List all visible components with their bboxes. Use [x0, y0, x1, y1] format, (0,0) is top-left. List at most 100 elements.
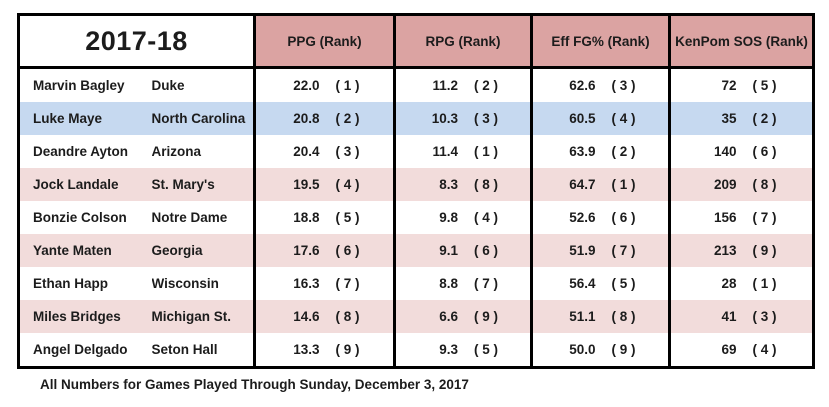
sos-rank: ( 4 ) [752, 342, 777, 357]
sos-value: 140 [713, 144, 737, 159]
ppg-value: 22.0 [293, 78, 320, 93]
ppg-rank: ( 5 ) [335, 210, 360, 225]
efffg-rank: ( 8 ) [611, 309, 636, 324]
efffg-cell: 51.1 ( 8 ) [530, 300, 670, 333]
kenpom-sos-cell: 35 ( 2 ) [668, 102, 814, 135]
efffg-rank: ( 5 ) [611, 276, 636, 291]
rpg-value: 11.2 [432, 78, 458, 93]
efffg-rank: ( 7 ) [611, 243, 636, 258]
sos-rank: ( 1 ) [752, 276, 777, 291]
stats-table: 2017-18 PPG (Rank) RPG (Rank) Eff FG% (R… [17, 13, 815, 369]
player-name-cell: Angel Delgado [18, 333, 152, 368]
rpg-rank: ( 1 ) [474, 144, 499, 159]
efffg-cell: 56.4 ( 5 ) [530, 267, 670, 300]
efffg-value: 50.0 [569, 342, 596, 357]
column-header-ppg: PPG (Rank) [253, 14, 395, 69]
player-name-cell: Miles Bridges [18, 300, 152, 333]
ppg-cell: 20.4 ( 3 ) [253, 135, 395, 168]
ppg-value: 16.3 [293, 276, 320, 291]
efffg-cell: 62.6 ( 3 ) [530, 67, 670, 102]
efffg-rank: ( 6 ) [611, 210, 636, 225]
sos-value: 72 [721, 78, 737, 93]
rpg-rank: ( 5 ) [474, 342, 499, 357]
season-title: 2017-18 [18, 14, 255, 69]
rpg-value: 9.8 [439, 210, 458, 225]
kenpom-sos-cell: 156 ( 7 ) [668, 201, 814, 234]
ppg-rank: ( 8 ) [335, 309, 360, 324]
efffg-cell: 63.9 ( 2 ) [530, 135, 670, 168]
column-header-rpg: RPG (Rank) [393, 14, 532, 69]
sos-value: 213 [713, 243, 737, 258]
sos-rank: ( 5 ) [752, 78, 777, 93]
ppg-value: 17.6 [293, 243, 320, 258]
rpg-rank: ( 9 ) [474, 309, 499, 324]
efffg-rank: ( 4 ) [611, 111, 636, 126]
efffg-cell: 60.5 ( 4 ) [530, 102, 670, 135]
footnote: All Numbers for Games Played Through Sun… [40, 377, 469, 392]
ppg-cell: 18.8 ( 5 ) [253, 201, 395, 234]
rpg-value: 9.3 [439, 342, 458, 357]
ppg-value: 20.4 [293, 144, 320, 159]
kenpom-sos-cell: 28 ( 1 ) [668, 267, 814, 300]
rpg-cell: 8.8 ( 7 ) [393, 267, 532, 300]
rpg-cell: 11.4 ( 1 ) [393, 135, 532, 168]
efffg-value: 52.6 [569, 210, 596, 225]
rpg-cell: 9.3 ( 5 ) [393, 333, 532, 368]
table-row: Bonzie Colson Notre Dame 18.8 ( 5 ) 9.8 ( … [18, 201, 814, 234]
sos-rank: ( 2 ) [752, 111, 777, 126]
efffg-cell: 64.7 ( 1 ) [530, 168, 670, 201]
column-header-kenpom-sos: KenPom SOS (Rank) [668, 14, 814, 69]
efffg-cell: 52.6 ( 6 ) [530, 201, 670, 234]
team-name-cell: North Carolina [151, 102, 255, 135]
efffg-cell: 51.9 ( 7 ) [530, 234, 670, 267]
rpg-value: 11.4 [432, 144, 458, 159]
rpg-cell: 10.3 ( 3 ) [393, 102, 532, 135]
ppg-cell: 22.0 ( 1 ) [253, 67, 395, 102]
player-name-cell: Deandre Ayton [18, 135, 152, 168]
rpg-rank: ( 4 ) [474, 210, 499, 225]
sos-rank: ( 8 ) [752, 177, 777, 192]
rpg-rank: ( 3 ) [474, 111, 499, 126]
header-row: 2017-18 PPG (Rank) RPG (Rank) Eff FG% (R… [18, 14, 814, 69]
rpg-value: 8.3 [439, 177, 458, 192]
rpg-value: 9.1 [439, 243, 458, 258]
sos-rank: ( 6 ) [752, 144, 777, 159]
ppg-cell: 13.3 ( 9 ) [253, 333, 395, 368]
player-name-cell: Luke Maye [18, 102, 152, 135]
sos-value: 35 [721, 111, 737, 126]
table-row: Yante Maten Georgia 17.6 ( 6 ) 9.1 ( 6 ) 5… [18, 234, 814, 267]
efffg-rank: ( 1 ) [611, 177, 636, 192]
team-name-cell: St. Mary's [151, 168, 255, 201]
table-body: Marvin Bagley Duke 22.0 ( 1 ) 11.2 ( 2 ) 6… [18, 67, 814, 368]
sos-rank: ( 7 ) [752, 210, 777, 225]
rpg-cell: 8.3 ( 8 ) [393, 168, 532, 201]
kenpom-sos-cell: 69 ( 4 ) [668, 333, 814, 368]
team-name-cell: Arizona [151, 135, 255, 168]
team-name-cell: Wisconsin [151, 267, 255, 300]
ppg-rank: ( 9 ) [335, 342, 360, 357]
efffg-value: 56.4 [569, 276, 596, 291]
ppg-rank: ( 7 ) [335, 276, 360, 291]
team-name-cell: Duke [151, 67, 255, 102]
ppg-rank: ( 6 ) [335, 243, 360, 258]
player-name-cell: Jock Landale [18, 168, 152, 201]
rpg-value: 10.3 [431, 111, 458, 126]
kenpom-sos-cell: 140 ( 6 ) [668, 135, 814, 168]
ppg-rank: ( 2 ) [335, 111, 360, 126]
table-row: Miles Bridges Michigan St. 14.6 ( 8 ) 6.6… [18, 300, 814, 333]
ppg-cell: 20.8 ( 2 ) [253, 102, 395, 135]
ppg-value: 14.6 [293, 309, 320, 324]
rpg-rank: ( 6 ) [474, 243, 499, 258]
efffg-value: 51.1 [569, 309, 596, 324]
kenpom-sos-cell: 213 ( 9 ) [668, 234, 814, 267]
table-row: Marvin Bagley Duke 22.0 ( 1 ) 11.2 ( 2 ) 6… [18, 67, 814, 102]
rpg-cell: 11.2 ( 2 ) [393, 67, 532, 102]
team-name-cell: Notre Dame [151, 201, 255, 234]
efffg-rank: ( 9 ) [611, 342, 636, 357]
ppg-value: 19.5 [293, 177, 320, 192]
efffg-value: 62.6 [569, 78, 596, 93]
kenpom-sos-cell: 72 ( 5 ) [668, 67, 814, 102]
rpg-rank: ( 8 ) [474, 177, 499, 192]
rpg-cell: 9.8 ( 4 ) [393, 201, 532, 234]
ppg-value: 20.8 [293, 111, 320, 126]
